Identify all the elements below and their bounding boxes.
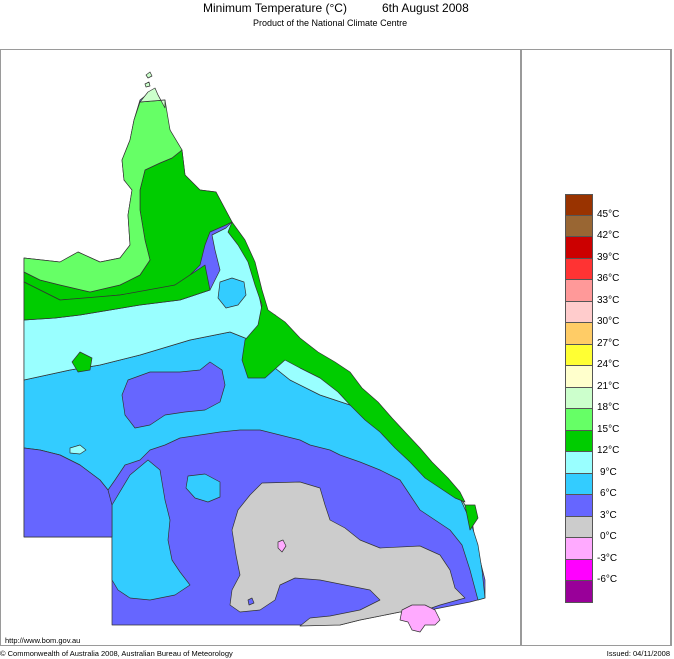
- legend-swatch: [565, 194, 593, 216]
- title-text: Minimum Temperature (°C): [203, 1, 347, 15]
- legend-swatch: [565, 452, 593, 474]
- zone-3-6-island: [121, 361, 226, 429]
- legend-swatch: [565, 516, 593, 538]
- legend-label: 3°C: [600, 510, 617, 521]
- legend-swatch: [565, 344, 593, 366]
- legend-label: 9°C: [600, 467, 617, 478]
- legend-swatch: [565, 409, 593, 431]
- legend-label: 39°C: [597, 252, 620, 263]
- legend-label: 36°C: [597, 273, 620, 284]
- legend-label: 30°C: [597, 316, 620, 327]
- map-frame: [0, 49, 672, 646]
- zone-0-3: [229, 481, 466, 627]
- zone-minus3-0: [277, 539, 287, 553]
- legend-label: 15°C: [597, 424, 620, 435]
- legend-swatch: [565, 581, 593, 603]
- legend-swatch: [565, 387, 593, 409]
- legend-label: 12°C: [597, 445, 620, 456]
- legend-swatch: [565, 280, 593, 302]
- zone-15-18: [23, 99, 183, 293]
- legend-swatch: [565, 473, 593, 495]
- zone-18-21: [139, 87, 166, 109]
- legend-swatch: [565, 559, 593, 581]
- copyright-text: © Commonwealth of Australia 2008, Austra…: [0, 649, 233, 658]
- legend-swatch: [565, 301, 593, 323]
- legend-label: 6°C: [600, 488, 617, 499]
- legend-label: 21°C: [597, 381, 620, 392]
- issued-date: Issued: 04/11/2008: [606, 649, 670, 658]
- title-date: 6th August 2008: [382, 1, 469, 15]
- legend-swatch: [565, 366, 593, 388]
- map-title: Minimum Temperature (°C) 6th August 2008: [0, 0, 674, 18]
- legend-swatch: [565, 258, 593, 280]
- legend-label: 33°C: [597, 295, 620, 306]
- legend-swatch: [565, 430, 593, 452]
- legend-label: 0°C: [600, 531, 617, 542]
- temperature-legend: 45°C 42°C 39°C 36°C 33°C 30°C 27°C 24°C …: [565, 194, 619, 603]
- legend-swatch: [565, 237, 593, 259]
- legend-label: 27°C: [597, 338, 620, 349]
- legend-label: 42°C: [597, 230, 620, 241]
- subtitle: Product of the National Climate Centre: [253, 18, 408, 28]
- legend-swatch: [565, 215, 593, 237]
- legend-swatch: [565, 538, 593, 560]
- website-link[interactable]: http://www.bom.gov.au: [5, 636, 81, 645]
- legend-label: -3°C: [597, 553, 618, 564]
- legend-swatch: [565, 323, 593, 345]
- legend-label: 45°C: [597, 209, 620, 220]
- legend-label: 24°C: [597, 359, 620, 370]
- legend-swatch: [565, 495, 593, 517]
- legend-label: -6°C: [597, 574, 618, 585]
- legend-label: 18°C: [597, 402, 620, 413]
- legend-divider: [520, 49, 522, 646]
